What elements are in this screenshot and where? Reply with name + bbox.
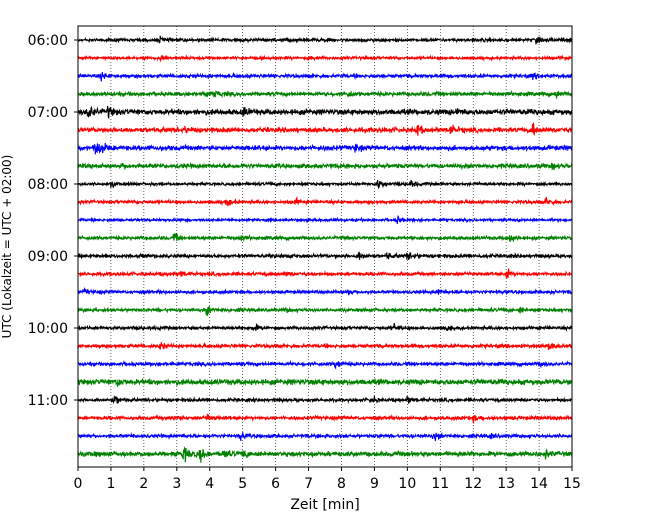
x-tick-label-13: 13 bbox=[497, 476, 515, 492]
trace-0700 bbox=[77, 105, 573, 120]
trace-0830 bbox=[77, 215, 573, 224]
traces bbox=[77, 35, 573, 463]
y-tick-label-0800: 08:00 bbox=[28, 177, 68, 193]
trace-0945 bbox=[77, 306, 573, 316]
y-tick-label-1100: 11:00 bbox=[28, 393, 68, 409]
x-tick-label-12: 12 bbox=[464, 476, 482, 492]
x-tick-label-14: 14 bbox=[530, 476, 548, 492]
plot-frame bbox=[77, 25, 573, 468]
trace-0900 bbox=[77, 251, 573, 261]
x-tick-label-0: 0 bbox=[74, 476, 83, 492]
trace-0630 bbox=[77, 71, 573, 82]
trace-0845 bbox=[77, 232, 573, 243]
trace-1045 bbox=[77, 377, 573, 387]
x-tick-label-8: 8 bbox=[337, 476, 346, 492]
x-tick-label-11: 11 bbox=[431, 476, 449, 492]
x-tick-label-7: 7 bbox=[304, 476, 313, 492]
x-tick-label-15: 15 bbox=[563, 476, 581, 492]
trace-0715 bbox=[77, 122, 573, 136]
x-tick-label-5: 5 bbox=[238, 476, 247, 492]
y-axis-label: UTC (Lokalzeit = UTC + 02:00) bbox=[0, 155, 14, 339]
trace-0930 bbox=[77, 286, 573, 296]
trace-0915 bbox=[77, 268, 573, 279]
y-axis: 06:00 07:00 08:00 09:00 10:00 11:00 bbox=[28, 33, 78, 409]
trace-0745 bbox=[77, 161, 573, 171]
trace-0645 bbox=[77, 89, 573, 100]
x-tick-label-2: 2 bbox=[139, 476, 148, 492]
trace-1000 bbox=[77, 322, 573, 332]
trace-1145 bbox=[77, 446, 573, 463]
x-axis-label: Zeit [min] bbox=[290, 497, 359, 513]
y-tick-label-0900: 09:00 bbox=[28, 249, 68, 265]
trace-0800 bbox=[77, 179, 573, 189]
x-axis: 0 1 2 3 4 5 6 7 8 9 10 11 12 13 14 15 bbox=[74, 467, 581, 492]
trace-1130 bbox=[77, 431, 573, 442]
x-tick-label-1: 1 bbox=[106, 476, 115, 492]
trace-1015 bbox=[77, 342, 573, 350]
y-tick-label-0600: 06:00 bbox=[28, 33, 68, 49]
trace-0615 bbox=[77, 54, 573, 63]
trace-1100 bbox=[77, 395, 573, 405]
trace-0815 bbox=[77, 195, 573, 207]
x-tick-label-9: 9 bbox=[370, 476, 379, 492]
y-tick-label-1000: 10:00 bbox=[28, 321, 68, 337]
trace-0600 bbox=[77, 35, 573, 45]
trace-0730 bbox=[77, 142, 573, 155]
trace-1115 bbox=[77, 413, 573, 424]
trace-1030 bbox=[77, 359, 573, 370]
x-tick-label-6: 6 bbox=[271, 476, 280, 492]
x-tick-label-3: 3 bbox=[172, 476, 181, 492]
y-tick-label-0700: 07:00 bbox=[28, 105, 68, 121]
x-tick-label-10: 10 bbox=[398, 476, 416, 492]
x-tick-label-4: 4 bbox=[205, 476, 214, 492]
